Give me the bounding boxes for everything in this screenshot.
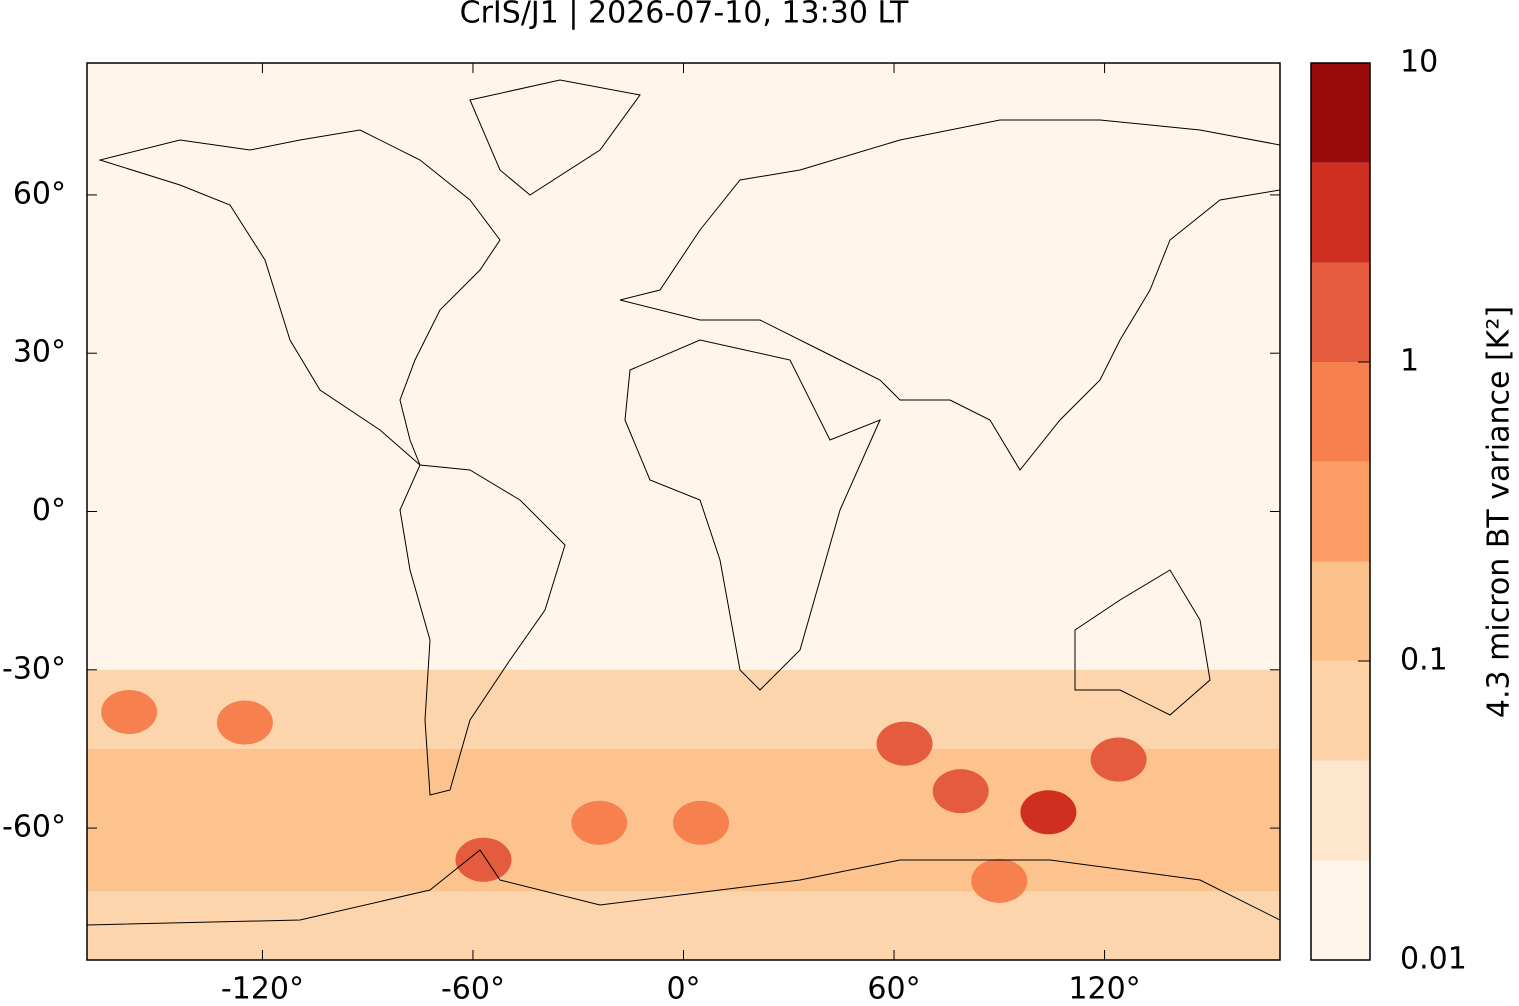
field bbox=[87, 63, 1280, 960]
colorbar-tick-label: 10 bbox=[1400, 45, 1438, 80]
colorbar-swatch bbox=[1311, 661, 1370, 761]
colorbar-tick-label: 1 bbox=[1400, 344, 1419, 379]
chart-title: CrIS/J1 | 2026-07-10, 13:30 LT bbox=[460, 0, 909, 31]
colorbar-swatch bbox=[1311, 262, 1370, 362]
x-tick-label: 0° bbox=[666, 972, 700, 1003]
hotspot bbox=[971, 858, 1028, 903]
colorbar-swatch bbox=[1311, 461, 1370, 562]
colorbar-swatch bbox=[1311, 860, 1370, 960]
hotspot bbox=[455, 837, 512, 882]
colorbar-frame bbox=[1310, 62, 1371, 961]
y-tick-label: 60° bbox=[13, 176, 66, 211]
x-tick-label: -120° bbox=[221, 972, 304, 1003]
colorbar-tick-label: 0.01 bbox=[1400, 942, 1467, 977]
hotspot bbox=[876, 721, 933, 766]
coastline bbox=[619, 119, 1280, 471]
x-tick-label: -60° bbox=[441, 972, 505, 1003]
hotspot bbox=[673, 800, 730, 845]
x-tick-label: 120° bbox=[1068, 972, 1140, 1003]
x-tick-label: 60° bbox=[867, 972, 920, 1003]
colorbar-tick-label: 0.1 bbox=[1400, 643, 1448, 678]
hotspot bbox=[1090, 737, 1147, 782]
y-tick-label: 30° bbox=[13, 335, 66, 370]
coastline bbox=[1074, 569, 1211, 716]
y-tick-label: -30° bbox=[2, 651, 66, 686]
coastline bbox=[469, 79, 641, 196]
coastline bbox=[98, 129, 501, 466]
hotspot bbox=[1020, 790, 1077, 835]
y-tick-label: 0° bbox=[32, 493, 66, 528]
y-tick-label: -60° bbox=[2, 810, 66, 845]
colorbar-swatch bbox=[1311, 362, 1370, 462]
coastline bbox=[624, 339, 881, 691]
coastline bbox=[399, 464, 566, 796]
colorbar-label: 4.3 micron BT variance [K²] bbox=[1482, 306, 1517, 718]
colorbar-swatch bbox=[1311, 162, 1370, 263]
colorbar-swatch bbox=[1311, 760, 1370, 861]
hotspot bbox=[571, 800, 628, 845]
coastline bbox=[87, 849, 1280, 926]
colorbar-swatch bbox=[1311, 63, 1370, 163]
colorbar-swatch bbox=[1311, 561, 1370, 661]
coastlines bbox=[87, 79, 1280, 926]
hotspot bbox=[932, 769, 989, 814]
hotspot bbox=[216, 700, 273, 745]
hotspot bbox=[101, 690, 158, 735]
